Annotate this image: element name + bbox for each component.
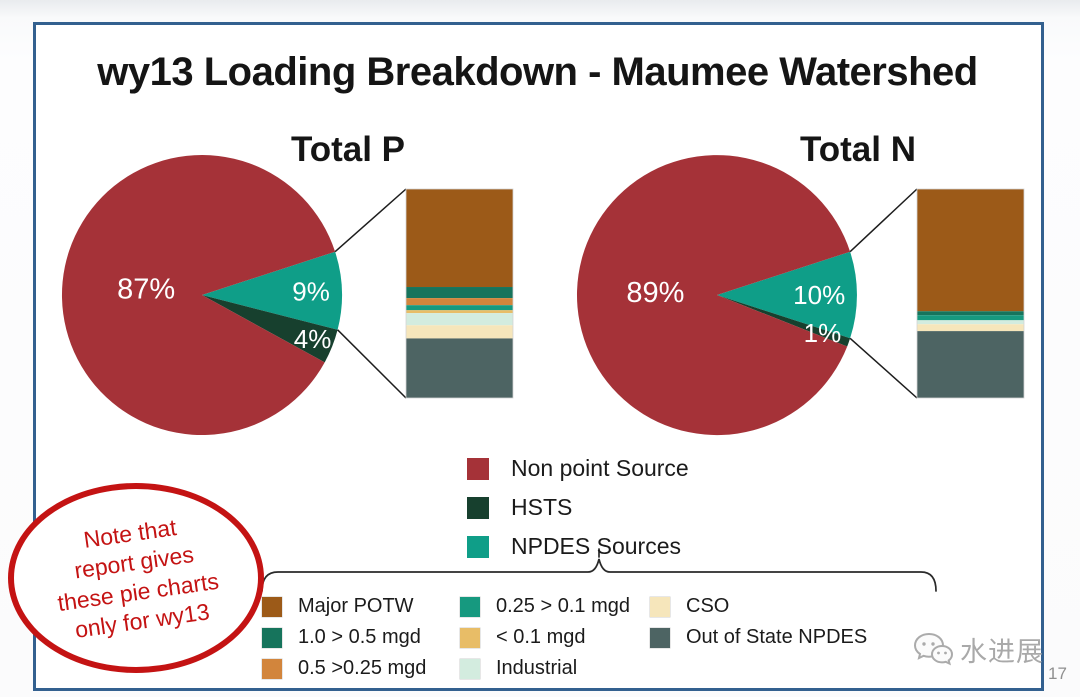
npdes-legend-item: 1.0 > 0.5 mgd [262,626,460,649]
npdes-legend-label: < 0.1 mgd [496,626,586,648]
total-p-title: Total P [290,130,406,169]
npdes-legend-swatch [262,596,282,617]
npdes-legend-swatch [460,596,480,617]
npdes-legend-label: 1.0 > 0.5 mgd [298,626,421,648]
npdes-legend-swatch [262,627,282,648]
npdes-legend-label: 0.25 > 0.1 mgd [496,595,630,617]
pie-legend-item: Non point Source [467,455,689,482]
npdes-legend-item: Industrial [460,657,650,680]
npdes-legend-swatch [460,658,480,679]
npdes-legend-item: CSO [650,595,992,618]
note-text: Note that report gives these pie charts … [47,508,224,647]
npdes-legend-item: Out of State NPDES [650,626,992,649]
npdes-legend-swatch [650,627,670,648]
npdes-legend-item: 0.25 > 0.1 mgd [460,595,650,618]
npdes-legend-label: CSO [686,595,730,617]
npdes-legend-item: 0.5 >0.25 mgd [262,657,460,680]
pie-legend-item: NPDES Sources [467,533,689,560]
watermark-text: 水进展 [960,637,1044,667]
pie-legend-label: Non point Source [511,455,689,481]
wechat-icon [913,632,954,665]
page-title: wy13 Loading Breakdown - Maumee Watershe… [97,50,978,94]
npdes-legend-item: < 0.1 mgd [460,626,650,649]
npdes-sources-legend: Major POTW 1.0 > 0.5 mgd 0.5 >0.25 mgd 0.25… [262,591,992,684]
npdes-legend-label: Industrial [496,657,578,679]
pie-legend-swatch [467,496,489,519]
note-ellipse: Note that report gives these pie charts … [8,483,264,673]
npdes-legend-label: Out of State NPDES [686,626,868,648]
pie-legend-label: NPDES Sources [511,533,682,559]
total-n-title: Total N [799,130,916,169]
page-number: 17 [1048,664,1067,683]
pie-legend-swatch [467,457,489,480]
pie-legend: Non point Source HSTS NPDES Sources [467,455,689,560]
npdes-legend-item: Major POTW [262,595,460,618]
npdes-legend-swatch [460,627,480,648]
pie-legend-label: HSTS [511,494,573,520]
npdes-legend-swatch [262,658,282,679]
npdes-legend-swatch [650,596,670,617]
pie-legend-item: HSTS [467,494,689,521]
npdes-legend-label: 0.5 >0.25 mgd [298,657,427,679]
pie-legend-swatch [467,535,489,558]
watermark: 水进展 [912,630,1044,669]
npdes-legend-label: Major POTW [298,595,414,617]
